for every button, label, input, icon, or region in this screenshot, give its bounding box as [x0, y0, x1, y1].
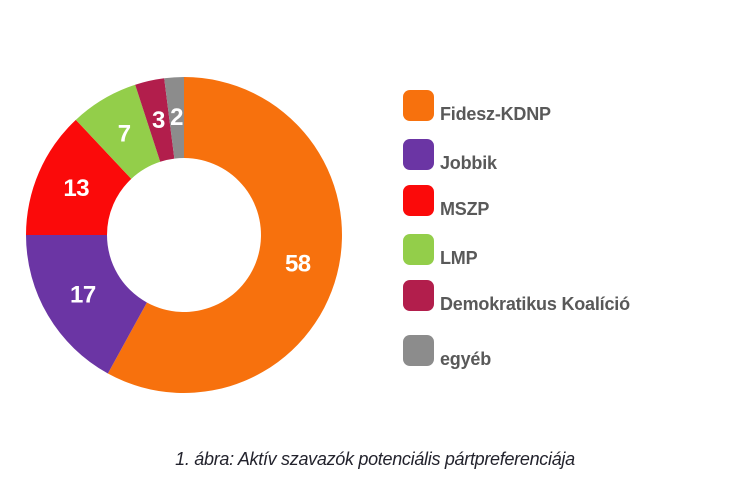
pie-slice-lmp: [75, 84, 161, 179]
slice-value-label-fidesz-kdnp: 58: [285, 251, 311, 278]
pie-slice-jobbik: [25, 235, 147, 374]
pie-slice-mszp: [26, 119, 132, 235]
slice-value-label-demokratikus-koalicio: 3: [152, 107, 165, 134]
slice-value-label-lmp: 7: [118, 120, 131, 147]
pie-slice-demokratikus-koalicio: [135, 78, 175, 162]
pie-slice-egyeb: [164, 77, 184, 159]
pie-slice-fidesz-kdnp: [107, 77, 342, 393]
slice-value-label-egyeb: 2: [170, 104, 183, 131]
chart-caption: 1. ábra: Aktív szavazók potenciális párt…: [175, 449, 575, 469]
slice-value-label-mszp: 13: [63, 175, 89, 202]
slice-value-label-jobbik: 17: [70, 281, 96, 308]
